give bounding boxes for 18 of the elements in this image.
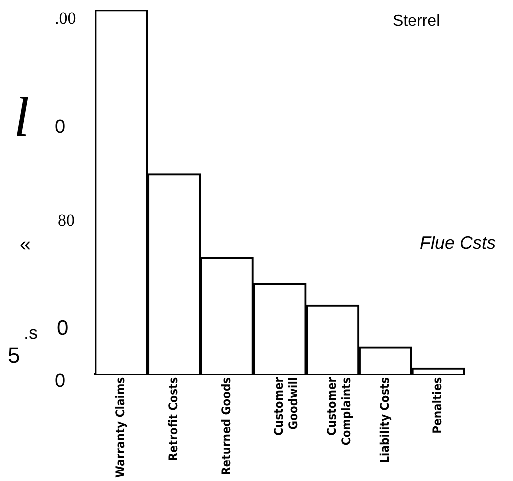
- text: .00: [55, 9, 76, 28]
- text: 0: [55, 117, 66, 138]
- x-tick-label: Penalties: [430, 377, 445, 434]
- text: 0: [57, 317, 69, 340]
- text: 0: [55, 371, 66, 392]
- annotation: Flue Csts: [420, 233, 496, 253]
- text: «: [20, 234, 32, 256]
- x-tick-label: Customer Complaints: [324, 376, 354, 446]
- annotation: Sterrel: [393, 13, 440, 30]
- text: .s: [24, 323, 38, 343]
- text: 80: [58, 211, 75, 230]
- x-tick-label: Warranty Claims: [114, 377, 128, 478]
- x-tick-label: Retrofit Costs: [166, 377, 180, 462]
- x-tick-label: Returned Goods: [219, 377, 234, 476]
- x-tick-label: Customer Goodwill: [272, 376, 301, 436]
- x-tick-label: Liability Costs: [378, 377, 392, 464]
- text: 5: [8, 343, 20, 368]
- text: l: [14, 87, 30, 149]
